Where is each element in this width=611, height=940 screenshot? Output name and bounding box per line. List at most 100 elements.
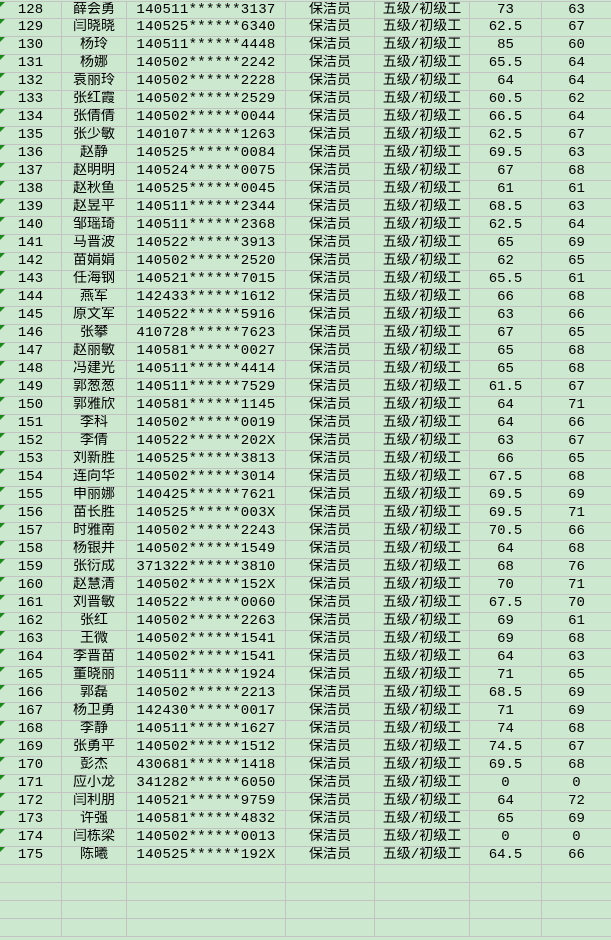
row-number-cell[interactable]: 133 [0,91,62,108]
score1-cell[interactable]: 74.5 [470,739,542,756]
level-cell[interactable]: 五级/初级工 [375,541,470,558]
score1-cell[interactable]: 64 [470,397,542,414]
score2-cell[interactable]: 67 [542,19,611,36]
score2-cell[interactable]: 0 [542,775,611,792]
empty-cell[interactable] [470,865,542,882]
row-number-cell[interactable]: 158 [0,541,62,558]
job-cell[interactable]: 保洁员 [286,289,375,306]
level-cell[interactable]: 五级/初级工 [375,469,470,486]
score1-cell[interactable]: 67.5 [470,595,542,612]
row-number-cell[interactable]: 147 [0,343,62,360]
score1-cell[interactable]: 61.5 [470,379,542,396]
name-cell[interactable]: 张红霞 [62,91,127,108]
job-cell[interactable]: 保洁员 [286,595,375,612]
row-number-cell[interactable]: 135 [0,127,62,144]
id-number-cell[interactable]: 140502******1541 [127,649,286,666]
score1-cell[interactable]: 65 [470,235,542,252]
id-number-cell[interactable]: 140521******9759 [127,793,286,810]
name-cell[interactable]: 赵明明 [62,163,127,180]
score2-cell[interactable]: 68 [542,631,611,648]
score1-cell[interactable]: 64 [470,541,542,558]
empty-cell[interactable] [375,883,470,900]
name-cell[interactable]: 时雅南 [62,523,127,540]
name-cell[interactable]: 赵丽敏 [62,343,127,360]
level-cell[interactable]: 五级/初级工 [375,127,470,144]
empty-cell[interactable] [286,919,375,936]
row-number-cell[interactable]: 162 [0,613,62,630]
id-number-cell[interactable]: 142433******1612 [127,289,286,306]
score1-cell[interactable]: 67 [470,163,542,180]
score1-cell[interactable]: 66 [470,451,542,468]
score2-cell[interactable]: 69 [542,811,611,828]
job-cell[interactable]: 保洁员 [286,379,375,396]
row-number-cell[interactable]: 128 [0,2,62,19]
level-cell[interactable]: 五级/初级工 [375,829,470,846]
score1-cell[interactable]: 69.5 [470,145,542,162]
job-cell[interactable]: 保洁员 [286,523,375,540]
id-number-cell[interactable]: 430681******1418 [127,757,286,774]
id-number-cell[interactable]: 140521******7015 [127,271,286,288]
score2-cell[interactable]: 66 [542,847,611,864]
score1-cell[interactable]: 65.5 [470,271,542,288]
empty-cell[interactable] [375,901,470,918]
score2-cell[interactable]: 72 [542,793,611,810]
name-cell[interactable]: 李静 [62,721,127,738]
row-number-cell[interactable]: 175 [0,847,62,864]
score2-cell[interactable]: 60 [542,37,611,54]
id-number-cell[interactable]: 140502******2263 [127,613,286,630]
row-number-cell[interactable]: 153 [0,451,62,468]
name-cell[interactable]: 任海钢 [62,271,127,288]
job-cell[interactable]: 保洁员 [286,649,375,666]
score2-cell[interactable]: 68 [542,757,611,774]
level-cell[interactable]: 五级/初级工 [375,685,470,702]
job-cell[interactable]: 保洁员 [286,271,375,288]
name-cell[interactable]: 李晋苗 [62,649,127,666]
level-cell[interactable]: 五级/初级工 [375,703,470,720]
id-number-cell[interactable]: 140502******2213 [127,685,286,702]
level-cell[interactable]: 五级/初级工 [375,559,470,576]
row-number-cell[interactable]: 169 [0,739,62,756]
empty-cell[interactable] [62,901,127,918]
score2-cell[interactable]: 63 [542,199,611,216]
level-cell[interactable]: 五级/初级工 [375,775,470,792]
name-cell[interactable]: 张红 [62,613,127,630]
score1-cell[interactable]: 62.5 [470,127,542,144]
name-cell[interactable]: 邹瑶琦 [62,217,127,234]
row-number-cell[interactable]: 170 [0,757,62,774]
score2-cell[interactable]: 61 [542,271,611,288]
empty-cell[interactable] [0,883,62,900]
row-number-cell[interactable]: 167 [0,703,62,720]
name-cell[interactable]: 杨银并 [62,541,127,558]
job-cell[interactable]: 保洁员 [286,451,375,468]
name-cell[interactable]: 闫利朋 [62,793,127,810]
id-number-cell[interactable]: 140502******0013 [127,829,286,846]
empty-cell[interactable] [62,919,127,936]
score1-cell[interactable]: 61 [470,181,542,198]
id-number-cell[interactable]: 140502******3014 [127,469,286,486]
level-cell[interactable]: 五级/初级工 [375,145,470,162]
job-cell[interactable]: 保洁员 [286,127,375,144]
score2-cell[interactable]: 69 [542,685,611,702]
id-number-cell[interactable]: 140511******4414 [127,361,286,378]
name-cell[interactable]: 闫栋梁 [62,829,127,846]
job-cell[interactable]: 保洁员 [286,181,375,198]
name-cell[interactable]: 刘晋敏 [62,595,127,612]
row-number-cell[interactable]: 138 [0,181,62,198]
name-cell[interactable]: 郭葱葱 [62,379,127,396]
score1-cell[interactable]: 62.5 [470,19,542,36]
id-number-cell[interactable]: 140525******0084 [127,145,286,162]
score1-cell[interactable]: 65 [470,361,542,378]
empty-cell[interactable] [542,865,611,882]
empty-cell[interactable] [286,901,375,918]
job-cell[interactable]: 保洁员 [286,217,375,234]
name-cell[interactable]: 燕军 [62,289,127,306]
level-cell[interactable]: 五级/初级工 [375,307,470,324]
row-number-cell[interactable]: 164 [0,649,62,666]
level-cell[interactable]: 五级/初级工 [375,433,470,450]
row-number-cell[interactable]: 136 [0,145,62,162]
name-cell[interactable]: 袁丽玲 [62,73,127,90]
id-number-cell[interactable]: 140581******4832 [127,811,286,828]
score1-cell[interactable]: 64 [470,415,542,432]
job-cell[interactable]: 保洁员 [286,613,375,630]
id-number-cell[interactable]: 140425******7621 [127,487,286,504]
